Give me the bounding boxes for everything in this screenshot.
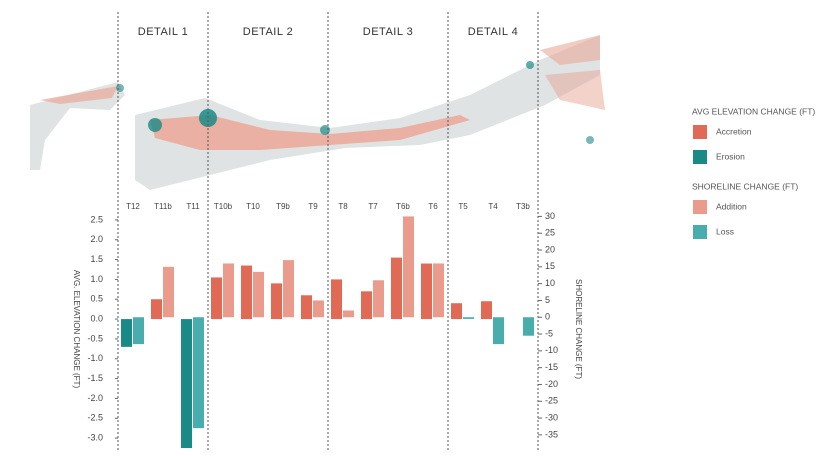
y2-tick-label: 30 [545,211,555,221]
bar [253,271,264,318]
y2-tick-label: -25 [545,396,558,406]
detail-label: DETAIL 2 [243,26,293,38]
bar [403,216,414,318]
bar [133,317,144,345]
y2-tick-label: -5 [545,328,553,338]
y-tick-label: -1.0 [87,353,103,363]
x-tick-label: T11 [186,202,200,211]
y-tick-label: 2.5 [90,214,103,224]
bar [271,283,282,320]
y2-tick-label: 5 [545,295,550,305]
bar [343,310,354,318]
bar [451,303,462,320]
bar [193,317,204,429]
y2-tick-label: -15 [545,362,558,372]
y2-tick-label: -35 [545,429,558,439]
y-tick-label: -3.0 [87,432,103,442]
detail-label: DETAIL 3 [363,26,413,38]
y-tick-label: -1.5 [87,373,103,383]
y-tick-label: 0.0 [90,313,103,323]
x-tick-label: T9b [276,202,290,211]
y-tick-label: -2.5 [87,413,103,423]
y-axis-title: AVG. ELEVATION CHANGE (FT) [72,270,81,389]
y2-tick-label: 15 [545,261,555,271]
bar [481,301,492,320]
bar [301,295,312,320]
y-tick-label: -2.0 [87,393,103,403]
legend-swatch [693,225,707,239]
bar [313,300,324,318]
x-tick-label: T9 [308,202,318,211]
bar [223,263,234,318]
y2-axis-title: SHORELINE CHANGE (FT) [574,279,583,379]
x-tick-label: T12 [126,202,140,211]
y2-tick-label: -30 [545,412,558,422]
legend-label: Erosion [716,151,745,161]
legend-swatch [693,200,707,214]
bar [433,263,444,318]
detail-label: DETAIL 4 [468,26,518,38]
x-tick-label: T6b [396,202,410,211]
bar [151,299,162,320]
y-tick-label: 1.5 [90,254,103,264]
y-tick-label: -0.5 [87,333,103,343]
bar [523,317,534,336]
x-tick-label: T3b [516,202,530,211]
bar [163,266,174,318]
y2-tick-label: 20 [545,244,555,254]
detail-label: DETAIL 1 [138,26,188,38]
bar [181,319,192,449]
x-tick-label: T10 [246,202,260,211]
bar [331,279,342,320]
aerial-image [30,35,605,190]
y2-tick-label: 10 [545,278,555,288]
x-tick-label: T11b [154,202,172,211]
bar [463,317,474,319]
x-tick-label: T8 [338,202,348,211]
legend-label: Loss [716,226,734,236]
bar [421,263,432,320]
y-tick-label: 2.0 [90,234,103,244]
y2-tick-label: -20 [545,379,558,389]
legend-title: AVG ELEVATION CHANGE (FT) [692,106,815,116]
bar [211,277,222,320]
y-tick-label: 0.5 [90,294,103,304]
bar [241,265,252,320]
x-tick-label: T6 [428,202,438,211]
legend-swatch [693,125,707,139]
x-tick-label: T4 [488,202,498,211]
legend-title: SHORELINE CHANGE (FT) [692,181,798,191]
y2-tick-label: 25 [545,228,555,238]
legend-label: Addition [716,201,747,211]
x-tick-label: T7 [368,202,378,211]
legend-swatch [693,150,707,164]
bar [391,257,402,320]
x-tick-label: T5 [458,202,468,211]
x-tick-label: T10b [214,202,233,211]
legend-label: Accretion [716,126,752,136]
bar [493,317,504,345]
bar [283,260,294,318]
bar [361,291,372,320]
y2-tick-label: -10 [545,345,558,355]
y2-tick-label: 0 [545,312,550,322]
bar [373,280,384,318]
y-tick-label: 1.0 [90,274,103,284]
bar [121,319,132,347]
